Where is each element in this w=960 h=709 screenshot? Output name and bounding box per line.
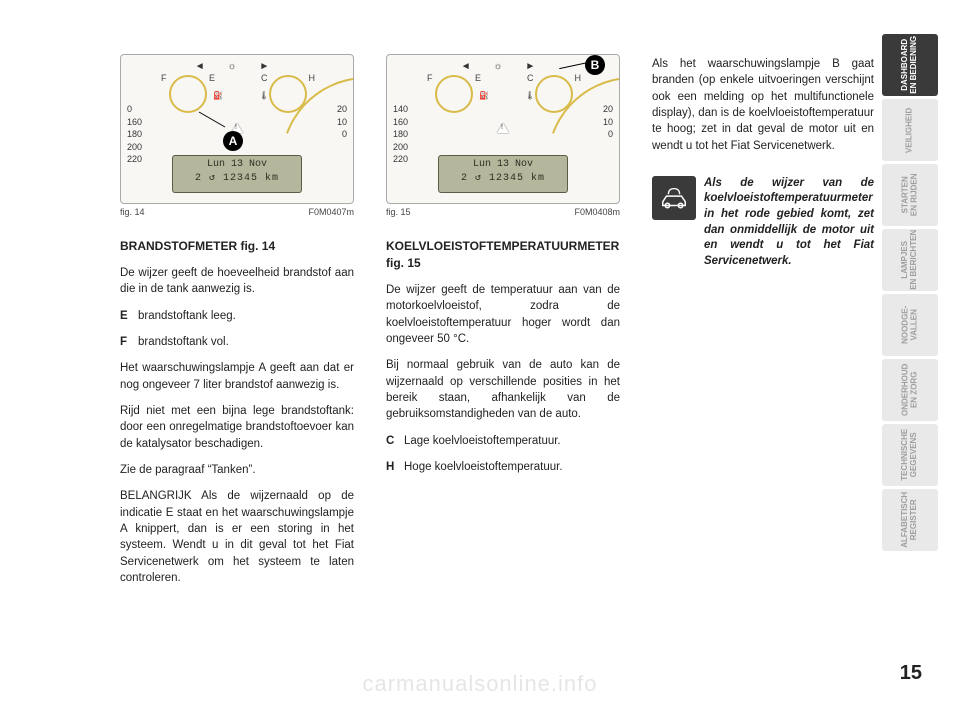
col2-p1: De wijzer geeft de temperatuur aan van d… xyxy=(386,282,620,347)
thermometer-icon: 🌡 xyxy=(525,91,535,100)
col2-p2: Bij normaal gebruik van de auto kan de w… xyxy=(386,357,620,422)
tab-dashboard[interactable]: DASHBOARDEN BEDIENING xyxy=(882,34,938,96)
lcd-date: Lun 13 Nov xyxy=(173,158,301,172)
lcd-odometer: 2 ↺ 12345 km xyxy=(439,172,567,186)
hazard-icon xyxy=(497,123,509,133)
indicator-icons-row: ◄ ☼ ► xyxy=(121,61,353,72)
lcd-display: Lun 13 Nov 2 ↺ 12345 km xyxy=(438,155,568,193)
page: DASHBOARDEN BEDIENING VEILIGHEID STARTEN… xyxy=(0,0,960,709)
col2-heading: KOELVLOEISTOFTEMPERATUURMETER fig. 15 xyxy=(386,238,620,272)
column-2: KOELVLOEISTOFTEMPERATUURMETER fig. 15 De… xyxy=(386,238,620,485)
fuel-label-f: F xyxy=(161,73,167,83)
callout-line-a xyxy=(199,112,225,128)
figure-15: ◄ ☼ ► F E ⛽ 🌡 C H 140 160 180 200 220 xyxy=(386,54,620,217)
fuel-pump-icon: ⛽ xyxy=(479,91,489,100)
col1-intro: De wijzer geeft de hoeveelheid brandstof… xyxy=(120,265,354,298)
tab-onderhoud[interactable]: ONDERHOUDEN ZORG xyxy=(882,359,938,421)
temp-label-c: C xyxy=(261,73,268,83)
figure-15-caption: fig. 15 F0M0408m xyxy=(386,207,620,217)
figure-14: ◄ ☼ ► F E ⛽ 🌡 C H 0 160 180 200 220 xyxy=(120,54,354,217)
chapter-tabs: DASHBOARDEN BEDIENING VEILIGHEID STARTEN… xyxy=(882,34,938,554)
callout-b: B xyxy=(585,55,605,75)
temp-label-h: H xyxy=(575,73,582,83)
gauge-cluster-fig14: ◄ ☼ ► F E ⛽ 🌡 C H 0 160 180 200 220 xyxy=(120,54,354,204)
figure-15-code: F0M0408m xyxy=(574,207,620,217)
fuel-pump-icon: ⛽ xyxy=(213,91,223,100)
warning-text: Als de wijzer van de koelvloeistoftemper… xyxy=(704,176,874,269)
temp-label-c: C xyxy=(527,73,534,83)
watermark: carmanualsonline.info xyxy=(0,671,960,697)
page-number: 15 xyxy=(900,662,922,685)
column-3: Als het waarschuwingslampje B gaat brand… xyxy=(652,56,874,269)
figure-14-label: fig. 14 xyxy=(120,207,145,217)
figure-14-caption: fig. 14 F0M0407m xyxy=(120,207,354,217)
col2-def-h: HHoge koelvloeistoftemperatuur. xyxy=(386,459,620,475)
tachometer-scale: 20 10 0 xyxy=(603,103,613,141)
warning-block: Als de wijzer van de koelvloeistoftemper… xyxy=(652,176,874,269)
fuel-gauge: F E ⛽ xyxy=(169,75,207,113)
lcd-date: Lun 13 Nov xyxy=(439,158,567,172)
lcd-odometer: 2 ↺ 12345 km xyxy=(173,172,301,186)
car-warning-icon xyxy=(652,176,696,220)
figure-14-code: F0M0407m xyxy=(308,207,354,217)
col1-p3: Rijd niet met een bijna lege brandstofta… xyxy=(120,403,354,452)
temp-gauge: 🌡 C H xyxy=(269,75,307,113)
col1-p4: Zie de paragraaf “Tanken”. xyxy=(120,462,354,478)
temp-gauge: 🌡 C H xyxy=(535,75,573,113)
col2-def-c: CLage koelvloeistoftemperatuur. xyxy=(386,433,620,449)
col1-def-f: Fbrandstoftank vol. xyxy=(120,334,354,350)
col1-p2: Het waarschuwingslampje A geeft aan dat … xyxy=(120,360,354,393)
col3-p1: Als het waarschuwingslampje B gaat brand… xyxy=(652,56,874,154)
fuel-gauge: F E ⛽ xyxy=(435,75,473,113)
temp-label-h: H xyxy=(309,73,316,83)
tab-starten[interactable]: STARTENEN RIJDEN xyxy=(882,164,938,226)
col1-def-e: Ebrandstoftank leeg. xyxy=(120,308,354,324)
figure-15-label: fig. 15 xyxy=(386,207,411,217)
callout-a: A xyxy=(223,131,243,151)
col1-p5: BELANGRIJK Als de wijzernaald op de indi… xyxy=(120,488,354,586)
lcd-display: Lun 13 Nov 2 ↺ 12345 km xyxy=(172,155,302,193)
tab-veiligheid[interactable]: VEILIGHEID xyxy=(882,99,938,161)
tab-register[interactable]: ALFABETISCHREGISTER xyxy=(882,489,938,551)
tab-noodgevallen[interactable]: NOODGE-VALLEN xyxy=(882,294,938,356)
col1-heading: BRANDSTOFMETER fig. 14 xyxy=(120,238,354,255)
column-1: BRANDSTOFMETER fig. 14 De wijzer geeft d… xyxy=(120,238,354,596)
gauge-cluster-fig15: ◄ ☼ ► F E ⛽ 🌡 C H 140 160 180 200 220 xyxy=(386,54,620,204)
speedometer-scale: 140 160 180 200 220 xyxy=(393,103,408,166)
tab-technische[interactable]: TECHNISCHEGEGEVENS xyxy=(882,424,938,486)
fuel-label-f: F xyxy=(427,73,433,83)
fuel-label-e: E xyxy=(475,73,481,83)
tachometer-scale: 20 10 0 xyxy=(337,103,347,141)
speedometer-scale: 0 160 180 200 220 xyxy=(127,103,142,166)
fuel-label-e: E xyxy=(209,73,215,83)
tab-lampjes[interactable]: LAMPJESEN BERICHTEN xyxy=(882,229,938,291)
thermometer-icon: 🌡 xyxy=(259,91,269,100)
